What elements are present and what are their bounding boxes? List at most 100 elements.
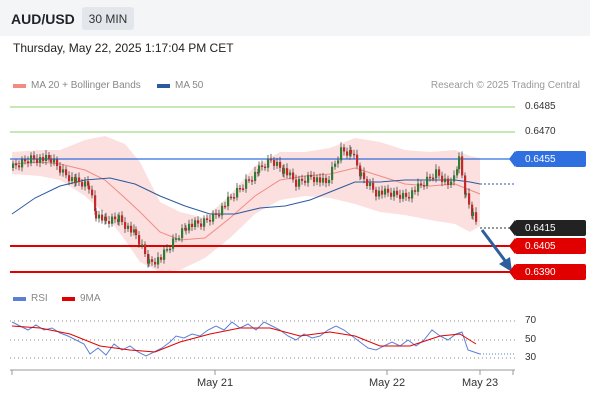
candle-body (62, 169, 65, 173)
candle-body (227, 196, 230, 207)
candle-body (254, 171, 257, 181)
chart-header: AUD/USD 30 MIN (0, 0, 590, 36)
candle-body (414, 190, 417, 192)
symbol-label: AUD/USD (11, 11, 75, 27)
resistance-2-label: 0.6485 (525, 101, 556, 112)
candle-body (236, 188, 239, 198)
candle-body (402, 192, 405, 199)
candle-body (218, 214, 221, 217)
candle-body (283, 168, 286, 174)
candle-body (248, 179, 251, 181)
candle-body (393, 190, 396, 197)
candle-body (353, 153, 356, 156)
candle-body (307, 174, 310, 183)
candle-body (209, 220, 212, 222)
rsi-swatch (13, 296, 26, 301)
9ma-swatch (62, 296, 75, 301)
timestamp: Thursday, May 22, 2025 1:17:04 PM CET (13, 41, 234, 55)
candle-body (346, 151, 349, 156)
candle-body (319, 177, 322, 183)
candle-body (276, 161, 279, 166)
candle-body (267, 158, 270, 168)
candle-body (206, 218, 209, 220)
ma50-label: MA 50 (175, 80, 204, 91)
candle-body (372, 182, 375, 190)
candle-body (369, 182, 372, 186)
candle-body (95, 210, 98, 219)
candle-body (328, 179, 331, 184)
candlesticks (12, 142, 478, 269)
candle-body (169, 248, 172, 251)
candle-body (163, 249, 166, 260)
candle-body (30, 155, 33, 164)
candle-body (160, 257, 163, 260)
candle-body (121, 215, 124, 223)
candle-body (88, 185, 91, 190)
candle-body (375, 189, 378, 197)
candle-body (438, 169, 441, 176)
rsi-30-label: 30 (525, 352, 537, 363)
timeframe-button[interactable]: 30 MIN (82, 7, 134, 30)
candle-body (191, 223, 194, 227)
candle-body (399, 194, 402, 199)
candle-body (292, 172, 295, 180)
candle-body (33, 155, 36, 160)
candle-body (81, 182, 84, 187)
candle-body (426, 176, 429, 186)
candle-body (295, 179, 298, 187)
credit-text: Research © 2025 Trading Central (430, 80, 580, 91)
candle-body (464, 175, 467, 195)
resistance-1-label: 0.6470 (525, 126, 556, 137)
candle-body (36, 159, 39, 164)
candle-body (453, 175, 456, 182)
candle-body (18, 165, 21, 168)
date-label-may21: May 21 (197, 377, 234, 389)
candle-body (465, 193, 468, 195)
candle-body (359, 165, 362, 177)
candle-body (215, 213, 218, 215)
ma20-label: MA 20 + Bollinger Bands (31, 80, 141, 91)
candle-body (435, 169, 438, 179)
candle-body (251, 180, 254, 182)
candle-body (212, 213, 215, 222)
candle-body (381, 190, 384, 195)
candle-body (154, 261, 157, 265)
date-label-may23: May 23 (462, 377, 499, 389)
candle-body (363, 172, 366, 180)
candle-body (239, 188, 242, 190)
candle-body (39, 157, 42, 164)
candle-body (21, 159, 24, 168)
candle-body (118, 215, 121, 222)
candle-body (447, 178, 450, 185)
candle-body (366, 179, 369, 186)
candle-body (172, 238, 175, 249)
date-label-may22: May 22 (369, 377, 406, 389)
candle-body (130, 225, 133, 233)
candle-body (384, 188, 387, 195)
rsi-70-label: 70 (525, 315, 537, 326)
candle-body (188, 223, 191, 231)
candle-body (78, 177, 81, 183)
candle-body (423, 185, 426, 187)
candle-body (468, 193, 471, 205)
candle-body (458, 156, 461, 170)
candle-body (356, 154, 359, 166)
candle-body (98, 214, 101, 219)
candle-body (42, 157, 45, 161)
candle-body (387, 188, 390, 193)
candle-body (65, 169, 68, 176)
legend-rsi: RSI (13, 293, 48, 304)
candle-body (24, 159, 27, 162)
candle-body (331, 166, 334, 180)
candle-body (108, 221, 111, 224)
candle-body (111, 216, 114, 224)
rsi-label: RSI (31, 293, 48, 304)
candle-body (310, 174, 313, 177)
candle-body (56, 159, 59, 166)
candle-body (133, 229, 136, 233)
candle-body (340, 147, 343, 161)
rsi-9ma-line (11, 325, 477, 353)
candle-body (378, 190, 381, 197)
candle-body (151, 259, 154, 262)
